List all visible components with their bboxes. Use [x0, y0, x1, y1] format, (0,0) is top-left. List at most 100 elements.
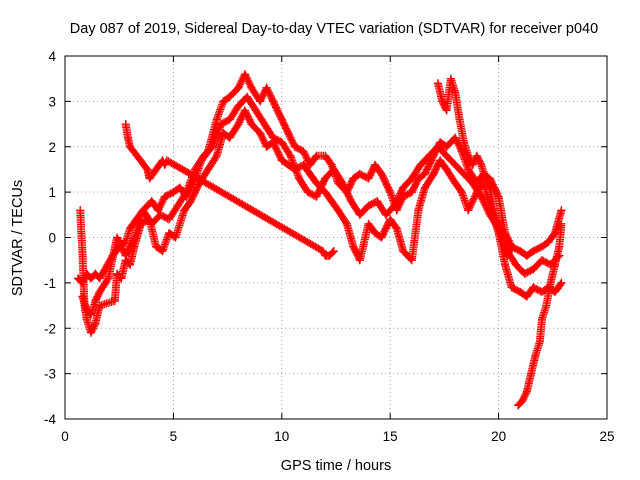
data-point	[537, 287, 546, 296]
data-point	[329, 247, 338, 256]
data-point	[158, 247, 167, 256]
data-point	[87, 328, 96, 337]
data-point	[130, 233, 139, 242]
data-point	[305, 169, 314, 178]
x-axis-label: GPS time / hours	[281, 458, 391, 474]
data-point	[312, 151, 321, 160]
data-point	[468, 179, 477, 188]
data-point	[442, 106, 451, 115]
data-point	[464, 206, 473, 215]
data-point	[247, 120, 256, 129]
data-point	[451, 160, 460, 169]
data-point	[522, 292, 531, 301]
data-point	[175, 183, 184, 192]
data-point	[555, 242, 564, 251]
data-point	[162, 156, 171, 165]
data-point	[299, 160, 308, 169]
data-point	[186, 197, 195, 206]
data-point	[442, 165, 451, 174]
series-track-d	[433, 74, 516, 260]
data-point	[529, 283, 538, 292]
data-point	[126, 224, 135, 233]
data-point	[126, 142, 135, 151]
data-point	[87, 310, 96, 319]
x-tick-label: 10	[274, 429, 289, 444]
data-point	[522, 387, 531, 396]
data-point	[318, 247, 327, 256]
data-point	[312, 192, 321, 201]
data-point	[286, 151, 295, 160]
series-track-f	[121, 120, 338, 260]
data-point	[407, 174, 416, 183]
data-point	[269, 133, 278, 142]
data-point	[82, 315, 91, 324]
data-point	[152, 242, 161, 251]
data-point	[446, 74, 455, 83]
series-track-c	[78, 92, 564, 319]
data-point	[117, 274, 126, 283]
data-point	[477, 192, 486, 201]
data-point	[531, 351, 540, 360]
data-point	[438, 97, 447, 106]
data-point	[377, 233, 386, 242]
data-point	[557, 206, 566, 215]
data-point	[455, 115, 464, 124]
data-point	[123, 133, 132, 142]
data-point	[160, 160, 169, 169]
data-point	[277, 115, 286, 124]
y-axis-label: SDTVAR / TECUs	[10, 180, 26, 296]
data-point	[208, 142, 217, 151]
data-point	[327, 197, 336, 206]
x-tick-label: 5	[170, 429, 178, 444]
data-point	[507, 283, 516, 292]
data-point	[520, 269, 529, 278]
data-point	[347, 197, 356, 206]
data-point	[392, 224, 401, 233]
data-point	[457, 188, 466, 197]
data-point	[234, 120, 243, 129]
y-tick-label: 0	[48, 231, 56, 246]
data-point	[557, 278, 566, 287]
y-tick-label: -2	[44, 321, 56, 336]
y-tick-label: -3	[44, 367, 56, 382]
data-point	[225, 115, 234, 124]
data-point	[78, 247, 87, 256]
data-point	[355, 256, 364, 265]
data-point	[498, 238, 507, 247]
data-point	[511, 260, 520, 269]
data-point	[436, 138, 445, 147]
data-point	[557, 219, 566, 228]
data-point	[121, 120, 130, 129]
y-tick-label: 4	[48, 49, 56, 64]
y-tick-label: -1	[44, 276, 56, 291]
data-point	[225, 92, 234, 101]
data-point	[260, 120, 269, 129]
data-point	[113, 269, 122, 278]
data-point	[355, 210, 364, 219]
data-point	[156, 210, 165, 219]
data-point	[256, 129, 265, 138]
data-point	[381, 210, 390, 219]
data-point	[76, 206, 85, 215]
data-point	[390, 201, 399, 210]
data-point	[91, 269, 100, 278]
data-point	[256, 97, 265, 106]
data-point	[464, 165, 473, 174]
data-point	[371, 228, 380, 237]
data-point	[451, 133, 460, 142]
data-point	[485, 183, 494, 192]
data-point	[234, 83, 243, 92]
data-point	[303, 188, 312, 197]
data-point	[459, 169, 468, 178]
data-point	[373, 197, 382, 206]
data-point	[290, 142, 299, 151]
data-point	[537, 256, 546, 265]
data-point	[429, 169, 438, 178]
data-point	[147, 197, 156, 206]
data-point	[212, 115, 221, 124]
data-point	[535, 337, 544, 346]
data-point	[327, 160, 336, 169]
data-point	[82, 306, 91, 315]
data-point	[407, 188, 416, 197]
